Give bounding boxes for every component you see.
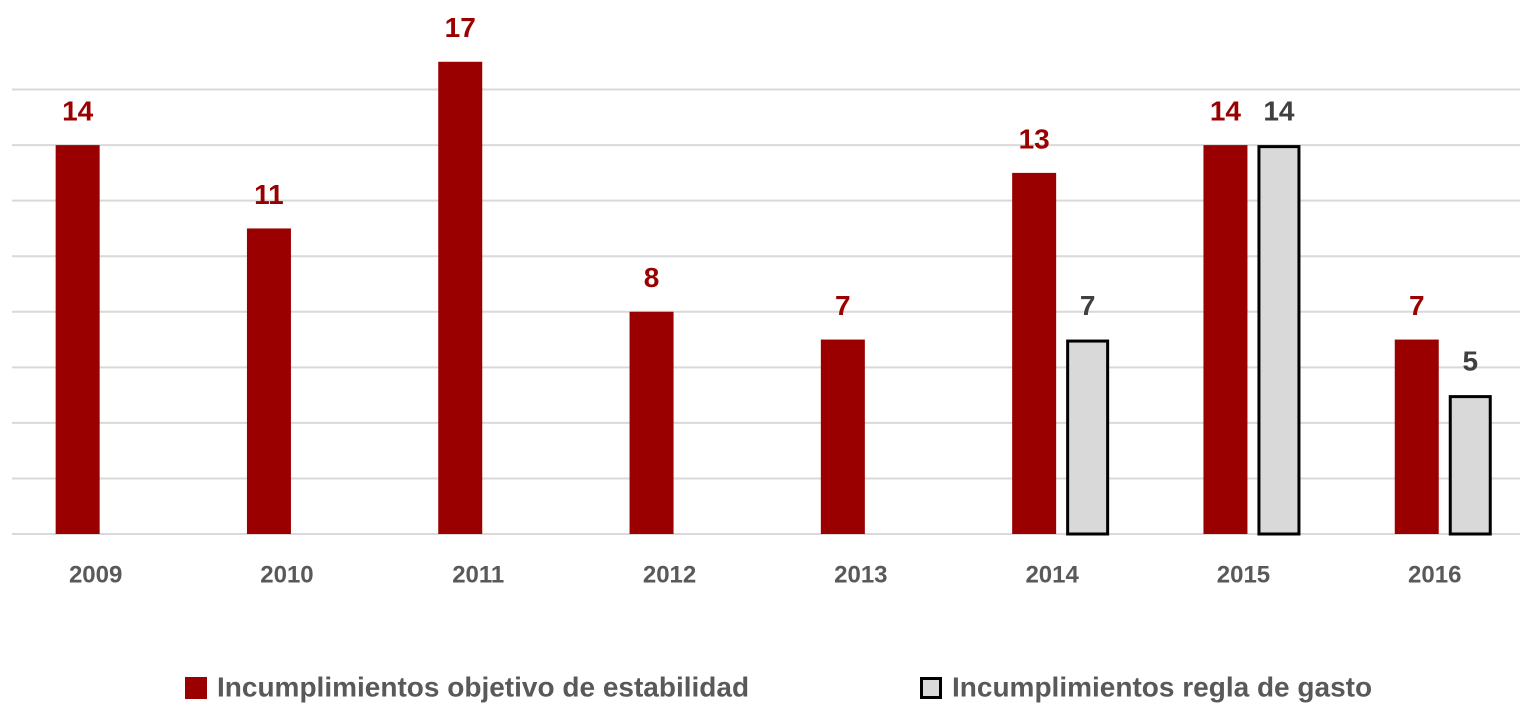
data-label: 7 [1080,290,1096,321]
bar [820,339,865,534]
bar [1066,339,1110,536]
data-label: 11 [254,179,284,210]
bar [629,311,674,534]
data-label: 7 [835,290,851,321]
legend-swatch [920,677,942,699]
data-label: 5 [1462,346,1478,377]
x-tick-label: 2015 [1217,561,1270,588]
data-label: 14 [62,96,94,127]
legend-label: Incumplimientos objetivo de estabilidad [217,671,749,702]
bar [1394,339,1439,534]
data-label: 8 [644,262,660,293]
bar [1012,172,1057,534]
bar [1257,145,1301,536]
x-tick-label: 2013 [834,561,887,588]
data-label: 7 [1409,290,1425,321]
data-label: 14 [1263,96,1295,127]
legend-label: Incumplimientos regla de gasto [952,671,1372,702]
bar [55,145,100,534]
x-tick-label: 2014 [1025,561,1079,588]
bar [246,228,291,534]
bar [1448,395,1492,536]
x-tick-label: 2011 [452,561,504,588]
data-label: 14 [1210,96,1242,127]
x-tick-label: 2016 [1408,561,1461,588]
bar [1203,145,1248,534]
data-label: 17 [445,12,476,43]
x-tick-label: 2010 [260,561,313,588]
data-label: 13 [1019,123,1050,154]
x-tick-label: 2009 [69,561,122,588]
bar [438,61,483,535]
x-tick-label: 2012 [643,561,696,588]
legend-swatch [185,677,207,699]
